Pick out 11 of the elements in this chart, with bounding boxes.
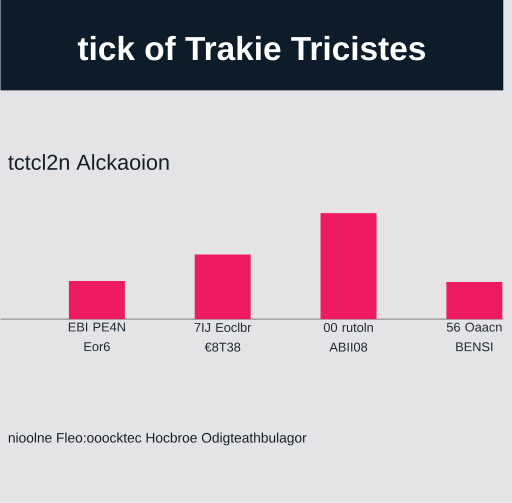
x-tick-label: 7IJ Eoclbr €8T38 [194, 322, 252, 352]
bar [320, 213, 377, 320]
bar [446, 282, 502, 320]
x-tick-label: EBI PE4N Eor6 [68, 322, 125, 352]
chart-title: tick of Trakie Tricistes [78, 36, 425, 60]
x-tick-label: 00 rutoln ABII08 [324, 322, 373, 352]
bar [194, 254, 251, 320]
x-tick-label: 56 Oaacn BENSI [446, 322, 502, 352]
text: nioolne Fleo:ooocktec Hocbroe Odigteathbulagor [8, 432, 306, 446]
bar [68, 281, 125, 320]
chart-subtitle: tctcl2n Alckaoion [8, 154, 169, 170]
